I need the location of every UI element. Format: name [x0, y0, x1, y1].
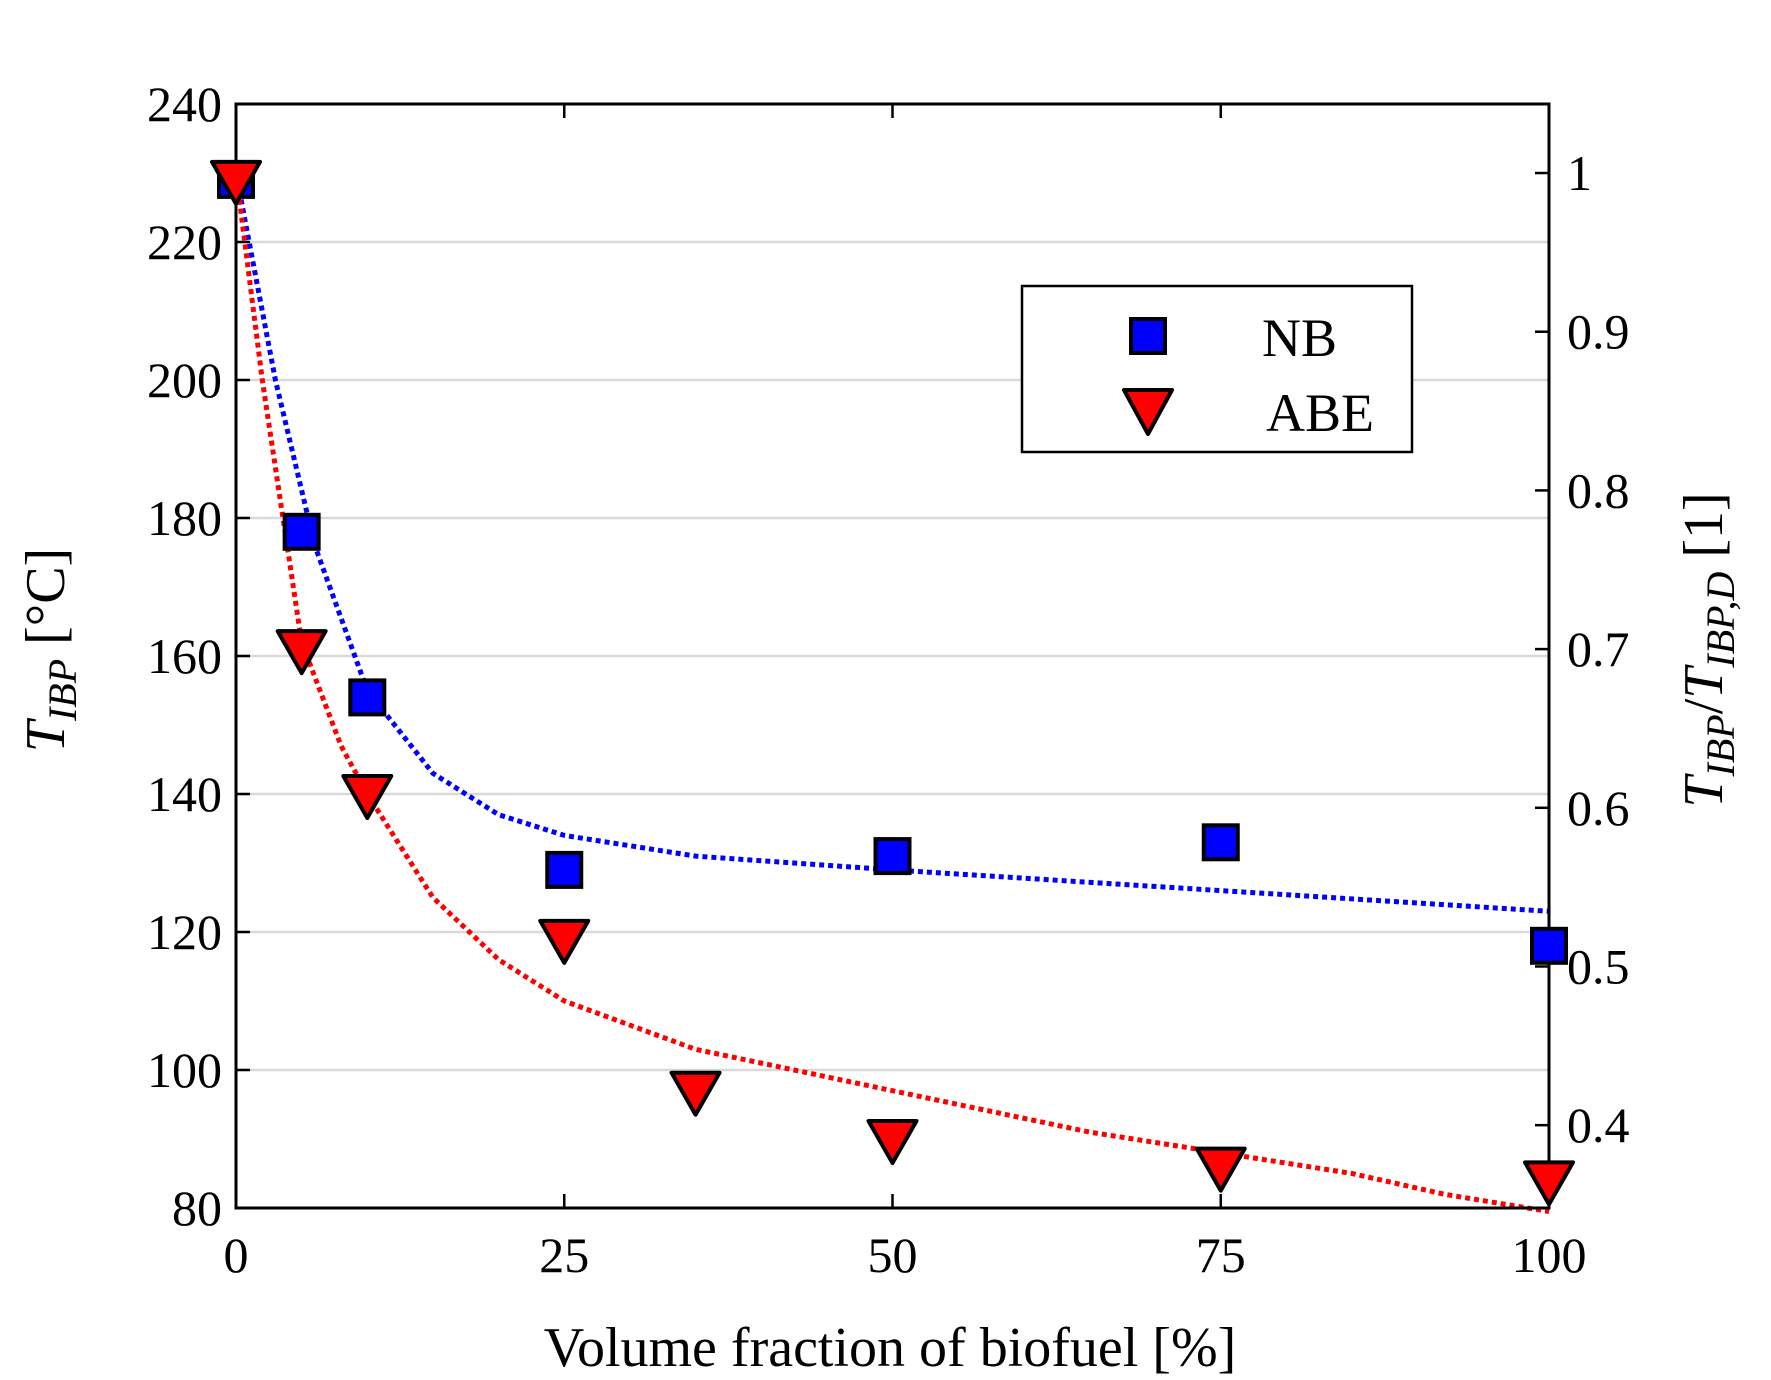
x-tick-label: 75	[1196, 1227, 1246, 1283]
trend-lines	[233, 172, 1550, 1214]
y2-axis-label-subscript-2: IBP,D	[1698, 572, 1743, 669]
y-tick-label: 220	[147, 214, 222, 270]
legend-nb-label: NB	[1262, 308, 1337, 368]
nb-marker	[873, 837, 912, 876]
abe-marker	[1523, 1160, 1575, 1207]
y2-axis-label-subscript-1: IBP	[1698, 714, 1743, 777]
legend-box	[1020, 284, 1414, 454]
abe-marker	[210, 159, 262, 206]
x-tick-label: 50	[868, 1227, 918, 1283]
y2-axis-label-symbol-1: T	[1673, 773, 1735, 808]
y-tick-label: 200	[147, 352, 222, 408]
abe-marker	[538, 918, 591, 965]
abe-marker	[866, 1119, 919, 1165]
y-tick-label: 140	[147, 766, 222, 822]
abe-marker	[341, 774, 394, 820]
nb-marker	[282, 512, 321, 551]
legend-abe-label: ABE	[1266, 383, 1374, 443]
y-tick-label: 240	[147, 76, 222, 132]
y-axis-label-subscript: IBP	[40, 659, 85, 722]
y-tick-label: 120	[147, 904, 222, 960]
y2-tick-label: 0.5	[1567, 938, 1630, 994]
y-tick-label: 100	[147, 1042, 222, 1098]
x-tick-label: 100	[1512, 1227, 1587, 1283]
trend-line-abe	[233, 172, 1550, 1214]
y-axis-label-unit: [°C]	[15, 548, 77, 659]
abe-marker	[275, 629, 328, 676]
y-tick-label: 80	[172, 1180, 222, 1236]
y2-tick-label: 0.8	[1567, 462, 1630, 518]
y-axis-label-symbol: T	[15, 717, 77, 752]
abe-marker	[1194, 1146, 1247, 1193]
nb-marker	[348, 678, 387, 717]
y2-axis-label: TIBP/TIBP,D [1]	[1673, 492, 1743, 807]
y-tick-label: 160	[147, 628, 222, 684]
y2-tick-label: 0.7	[1567, 621, 1630, 677]
y-axis-ticks: 80 100 120 140 160 180 200 220 240	[147, 76, 250, 1236]
nb-marker	[545, 850, 584, 889]
data-markers	[210, 159, 1575, 1207]
nb-marker	[1201, 823, 1240, 862]
y2-tick-label: 0.4	[1567, 1097, 1630, 1153]
y2-tick-label: 1	[1567, 145, 1592, 201]
y-axis-label: TIBP [°C]	[15, 548, 85, 752]
y2-tick-label: 0.6	[1567, 780, 1630, 836]
legend: NB ABE	[1020, 284, 1414, 454]
x-axis-ticks: 0 25 50 75 100	[224, 104, 1587, 1283]
y2-axis-label-unit: [1]	[1673, 492, 1735, 571]
y2-tick-label: 0.9	[1567, 304, 1630, 360]
y-tick-label: 180	[147, 490, 222, 546]
y2-axis-ticks: 0.4 0.5 0.6 0.7 0.8 0.9 1	[1535, 145, 1630, 1153]
nb-marker	[1530, 926, 1568, 965]
legend-nb-marker	[1129, 317, 1167, 355]
x-axis-label: Volume fraction of biofuel [%]	[544, 1317, 1237, 1379]
x-tick-label: 0	[224, 1227, 249, 1283]
trend-line-nb	[233, 172, 1550, 914]
gridlines	[236, 240, 1549, 1072]
y2-axis-label-symbol-2: T	[1673, 664, 1735, 699]
x-tick-label: 25	[539, 1227, 589, 1283]
legend-abe-marker	[1122, 388, 1174, 436]
y2-axis-label-slash: /	[1673, 698, 1735, 714]
abe-marker	[669, 1070, 722, 1117]
